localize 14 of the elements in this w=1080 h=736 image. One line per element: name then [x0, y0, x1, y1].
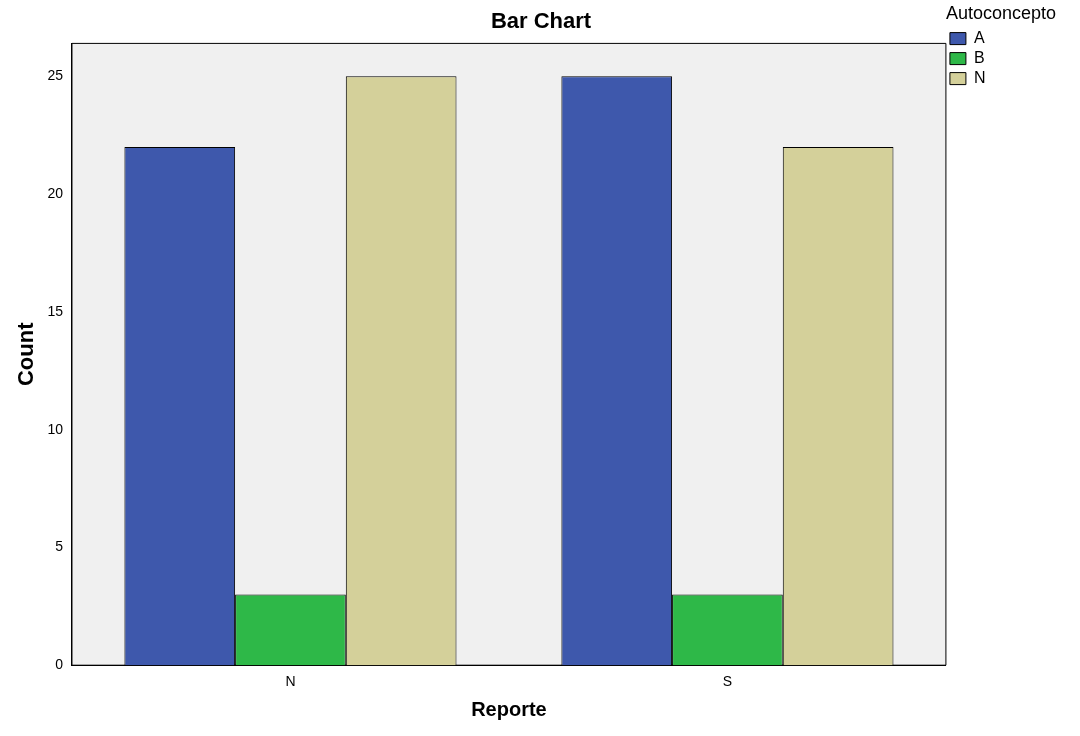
x-tick-label: S — [722, 673, 733, 690]
legend-label: A — [973, 29, 985, 47]
y-tick-label: 20 — [47, 185, 64, 201]
legend-label: N — [973, 69, 986, 87]
x-axis-title: Reporte — [471, 697, 547, 720]
y-tick-label: 15 — [47, 302, 64, 319]
legend-label: B — [973, 49, 985, 67]
y-tick-label: 0 — [55, 656, 64, 673]
chart-title: Bar Chart — [490, 8, 592, 34]
y-tick-label: 10 — [47, 420, 64, 437]
y-tick-label: 5 — [55, 538, 64, 555]
legend-title: Autoconcepto — [945, 2, 1057, 23]
y-axis-title: Count — [13, 321, 39, 387]
y-tick-label: 25 — [47, 67, 64, 84]
